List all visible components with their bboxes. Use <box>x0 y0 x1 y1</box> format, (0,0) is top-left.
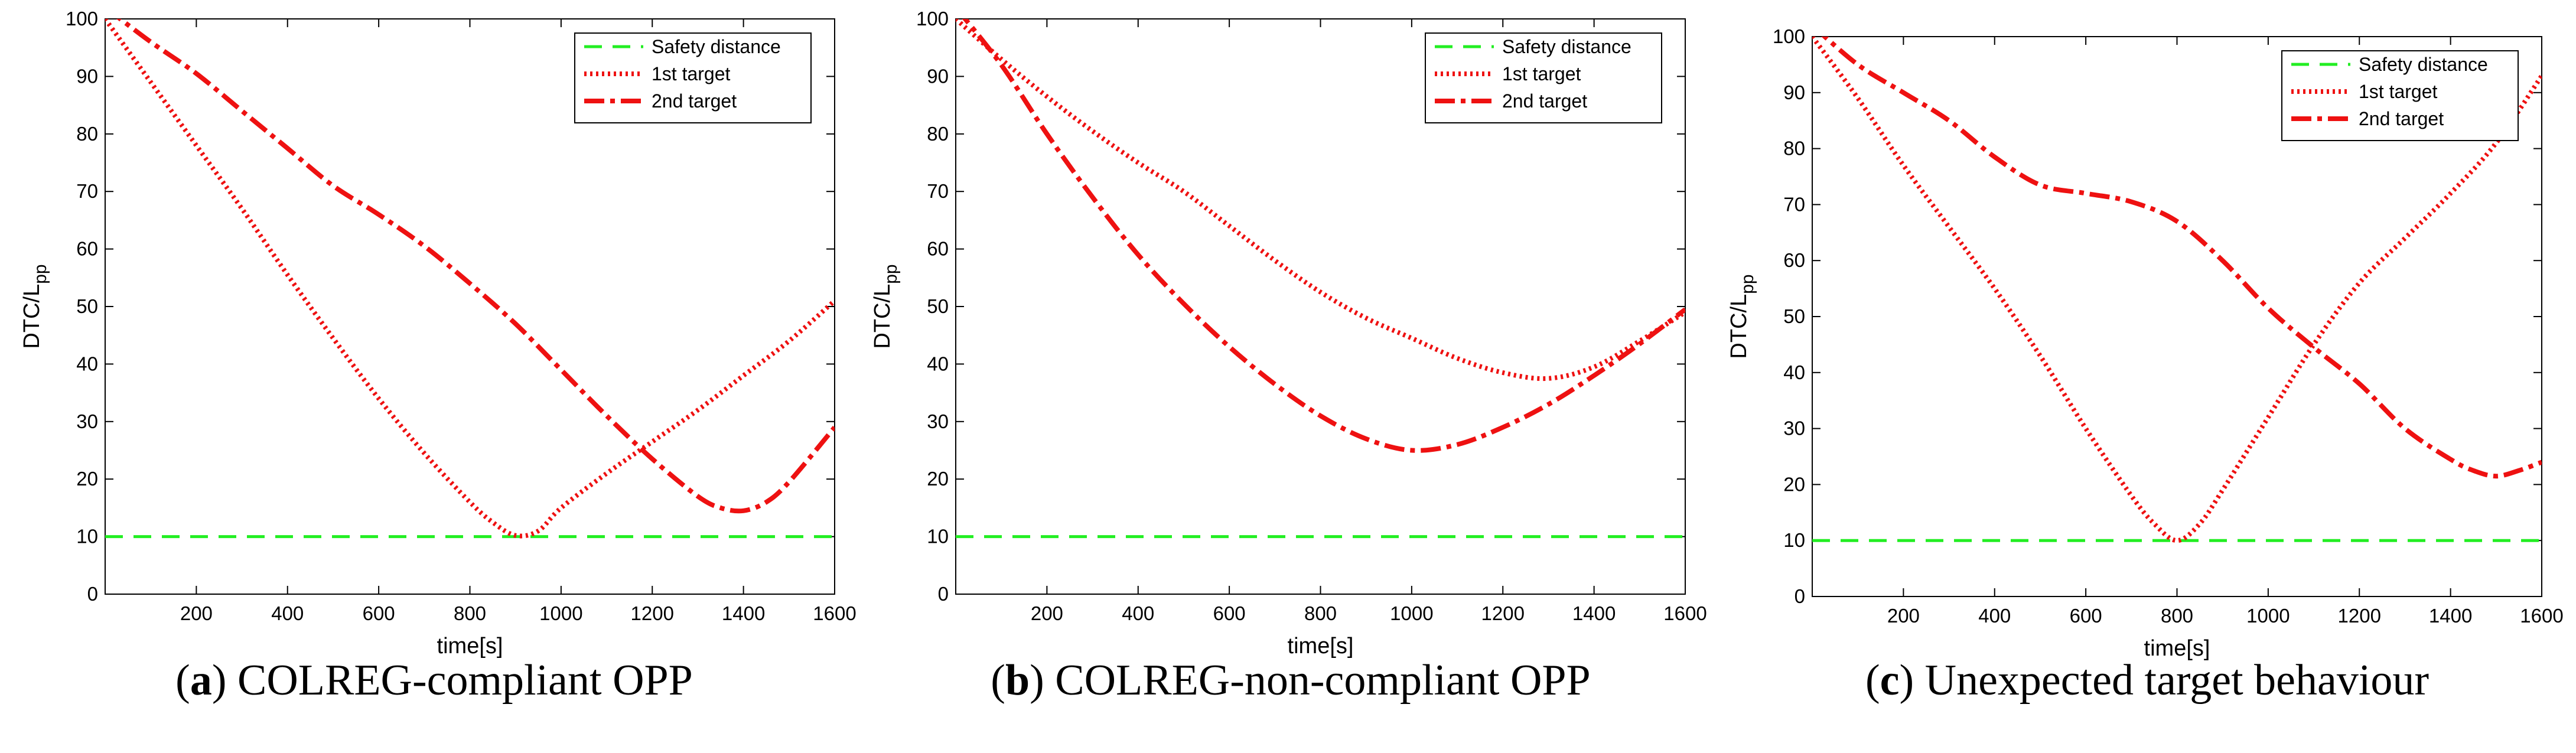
y-tick-label: 20 <box>76 468 98 490</box>
chart-b: 0 10 20 30 40 50 60 70 80 90 100 200 400 600 800 1000 12… <box>870 8 1707 659</box>
y-tick-label: 10 <box>927 526 949 547</box>
x-tick-label: 800 <box>1304 602 1337 624</box>
x-tick-label: 1200 <box>1481 602 1525 624</box>
y-tick-label: 40 <box>76 353 98 374</box>
caption-letter: b <box>1005 656 1030 705</box>
y-tick-label: 0 <box>87 583 98 605</box>
chart-c: 0 10 20 30 40 50 60 70 80 90 100 200 400 600 800 1000 12… <box>1727 25 2564 661</box>
x-tick-label: 600 <box>363 602 395 624</box>
x-tick-label: 1200 <box>631 602 674 624</box>
x-tick-label: 400 <box>271 602 304 624</box>
caption-c: (c) Unexpected target behaviour <box>1865 656 2430 705</box>
y-tick-label: 30 <box>1783 418 1805 439</box>
y-tick-label: 0 <box>1795 585 1805 607</box>
y-tick-label: 70 <box>76 180 98 202</box>
y-tick-label: 30 <box>76 410 98 432</box>
y-tick-label: 20 <box>1783 473 1805 495</box>
x-tick-label: 1400 <box>2429 605 2472 627</box>
legend-label: Safety distance <box>1502 36 1631 57</box>
y-tick-label: 10 <box>1783 529 1805 551</box>
caption-letter: c <box>1880 656 1900 705</box>
y-axis-label: DTC/Lpp <box>1727 274 1757 358</box>
legend: Safety distance 1st target 2nd target <box>574 32 812 123</box>
legend-label: 2nd target <box>1502 90 1587 112</box>
series-line-2nd-target <box>1821 37 2542 479</box>
chart-a: 0 10 20 30 40 50 60 70 80 90 100 200 400 600 800 1000 12… <box>19 8 857 659</box>
y-tick-label: 70 <box>1783 193 1805 215</box>
x-tick-label: 800 <box>454 602 486 624</box>
caption-text: COLREG-compliant OPP <box>237 656 693 705</box>
caption-a: (a) COLREG-compliant OPP <box>175 656 693 705</box>
legend-label: Safety distance <box>652 36 781 57</box>
legend: Safety distance 1st target 2nd target <box>2281 50 2519 141</box>
y-tick-label: 100 <box>66 8 98 30</box>
x-axis-label: time[s] <box>1288 634 1354 659</box>
y-tick-label: 50 <box>76 295 98 317</box>
x-tick-label: 400 <box>1122 602 1154 624</box>
x-tick-label: 600 <box>1213 602 1246 624</box>
y-tick-label: 100 <box>1773 25 1805 47</box>
legend: Safety distance 1st target 2nd target <box>1425 32 1662 123</box>
legend-label: 1st target <box>1502 63 1581 84</box>
y-tick-label: 0 <box>938 583 949 605</box>
legend-label: Safety distance <box>2359 54 2488 75</box>
x-tick-label: 1600 <box>813 602 856 624</box>
caption-text: Unexpected target behaviour <box>1924 656 2430 705</box>
x-tick-label: 1400 <box>1572 602 1616 624</box>
series-line-1st-target <box>1812 37 2542 543</box>
y-tick-label: 60 <box>927 238 949 260</box>
y-tick-label: 100 <box>916 8 949 30</box>
caption-text: COLREG-non-compliant OPP <box>1055 656 1591 705</box>
x-tick-label: 200 <box>1031 602 1063 624</box>
series-line-1st-target <box>105 19 835 539</box>
caption-b: (b) COLREG-non-compliant OPP <box>991 656 1591 705</box>
x-axis-label: time[s] <box>437 634 503 659</box>
y-tick-label: 90 <box>927 65 949 87</box>
series-line-2nd-target <box>962 19 1685 453</box>
caption-letter: a <box>190 656 212 705</box>
y-tick-label: 80 <box>1783 138 1805 159</box>
x-tick-label: 200 <box>180 602 213 624</box>
x-tick-label: 1000 <box>1390 602 1433 624</box>
y-tick-label: 40 <box>1783 361 1805 383</box>
x-tick-label: 1400 <box>722 602 765 624</box>
legend-label: 1st target <box>652 63 731 84</box>
y-axis-label: DTC/Lpp <box>19 264 50 348</box>
legend-label: 1st target <box>2359 81 2438 102</box>
y-tick-label: 30 <box>927 410 949 432</box>
y-tick-label: 60 <box>1783 249 1805 271</box>
x-tick-label: 1600 <box>1663 602 1707 624</box>
y-tick-label: 80 <box>76 123 98 145</box>
x-tick-label: 1000 <box>539 602 582 624</box>
series-line-2nd-target <box>116 19 835 514</box>
x-tick-label: 1600 <box>2520 605 2563 627</box>
x-tick-label: 600 <box>2070 605 2102 627</box>
y-tick-label: 60 <box>76 238 98 260</box>
x-tick-label: 1000 <box>2246 605 2290 627</box>
legend-label: 2nd target <box>2359 108 2444 129</box>
y-tick-label: 80 <box>927 123 949 145</box>
x-tick-label: 400 <box>1978 605 2011 627</box>
y-tick-label: 50 <box>1783 305 1805 327</box>
legend-label: 2nd target <box>652 90 737 112</box>
y-tick-label: 90 <box>1783 82 1805 103</box>
x-tick-label: 200 <box>1887 605 1920 627</box>
y-tick-label: 90 <box>76 65 98 87</box>
x-tick-label: 800 <box>2161 605 2193 627</box>
y-tick-label: 20 <box>927 468 949 490</box>
y-tick-label: 50 <box>927 295 949 317</box>
y-tick-label: 70 <box>927 180 949 202</box>
x-axis-label: time[s] <box>2144 636 2210 661</box>
x-tick-label: 1200 <box>2338 605 2381 627</box>
y-axis-label: DTC/Lpp <box>870 264 901 348</box>
y-tick-label: 10 <box>76 526 98 547</box>
y-tick-label: 40 <box>927 353 949 374</box>
